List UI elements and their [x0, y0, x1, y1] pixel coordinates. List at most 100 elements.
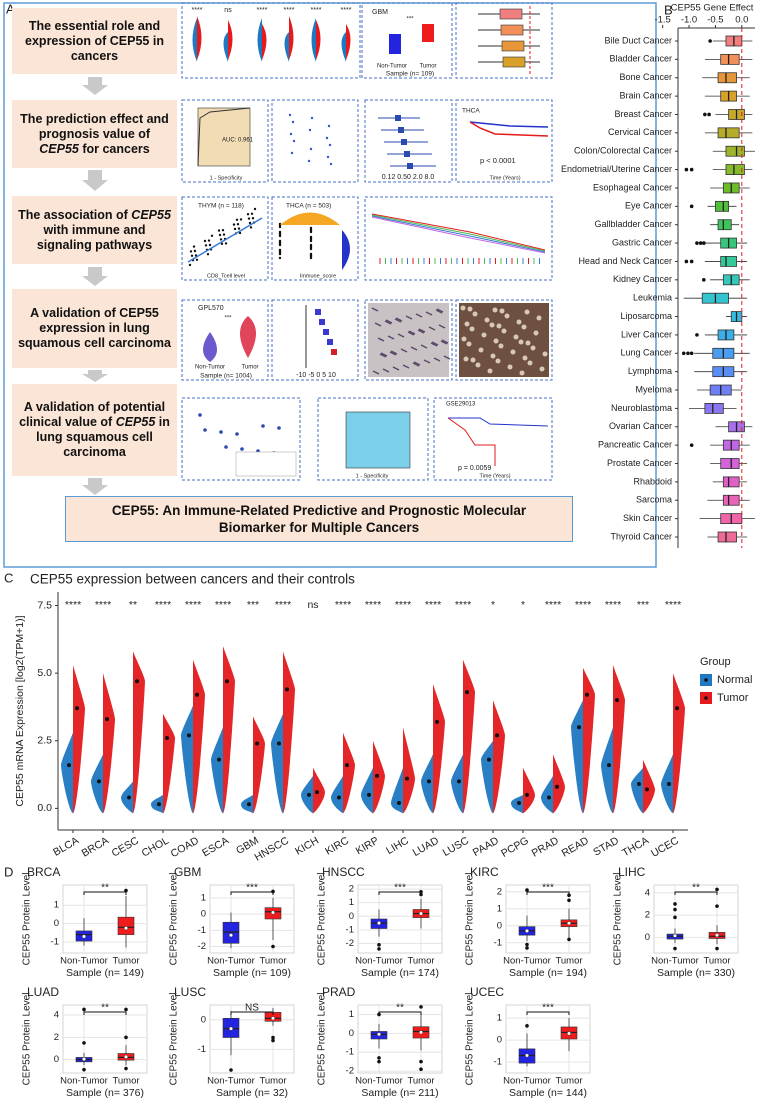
arrow	[82, 267, 108, 286]
deco-cell	[433, 357, 441, 362]
median-point	[487, 757, 491, 762]
outlier	[567, 937, 571, 942]
step-text: The essential role and expression of CEP…	[18, 19, 171, 64]
x-axis-title: Sample (n= 109)	[213, 967, 291, 979]
thumbnail-text: ***	[406, 17, 414, 23]
median-point	[165, 736, 169, 741]
deco-violin	[257, 18, 262, 62]
x-tick-label: Tumor	[112, 956, 139, 967]
y-tick-label: Ovarian Cancer	[609, 421, 672, 431]
significance-label: ***	[637, 599, 649, 611]
chart-title: LIHC	[618, 865, 646, 879]
y-tick-label: Eye Cancer	[625, 201, 672, 211]
chart-title: HNSCC	[322, 865, 365, 879]
deco-cell	[499, 308, 505, 314]
outlier	[689, 167, 694, 172]
flow-step: The prediction effect and prognosis valu…	[12, 100, 177, 168]
deco-cell	[493, 338, 499, 344]
step-text-part: CEP55	[131, 207, 171, 222]
deco-cell	[394, 318, 402, 323]
thumbnail-text: ***	[224, 316, 232, 322]
outlier	[684, 259, 689, 264]
outlier	[419, 1005, 423, 1009]
deco-cell	[402, 364, 410, 369]
median-point	[667, 782, 671, 787]
deco-cell	[530, 345, 536, 351]
outlier	[525, 888, 529, 892]
x-tick-label: PAAD	[471, 834, 501, 859]
significance-label: ****	[605, 599, 621, 611]
step-text: A validation of potential clinical value…	[18, 400, 171, 460]
deco-est	[315, 309, 321, 315]
mean-point	[376, 1032, 382, 1037]
outlier	[124, 1035, 128, 1040]
legend-dot	[704, 678, 708, 682]
x-tick-label: -0.5	[707, 15, 723, 26]
outlier	[82, 1067, 86, 1072]
median-point	[427, 779, 431, 784]
plot-panel	[357, 884, 443, 954]
deco-cell	[478, 347, 484, 353]
y-tick-label: Gastric Cancer	[612, 237, 672, 247]
deco-cell	[527, 360, 533, 366]
thumbnail-signif: ****	[284, 7, 295, 14]
significance-label: ****	[335, 599, 351, 611]
deco-cell	[412, 362, 420, 367]
median-point	[337, 795, 341, 800]
violin	[163, 713, 175, 814]
x-axis-title: Sample (n= 194)	[509, 967, 587, 979]
median-point	[135, 679, 139, 684]
deco-box	[500, 24, 524, 36]
deco-point	[219, 238, 223, 241]
median-point	[555, 784, 559, 789]
median-point	[495, 733, 499, 738]
y-tick-label: 1	[349, 897, 354, 908]
deco-km	[469, 121, 549, 137]
y-tick-label: 0	[201, 909, 206, 920]
deco-point	[204, 244, 208, 247]
deco-est	[323, 329, 329, 335]
median-point	[75, 706, 79, 711]
thumbnail-frame	[364, 99, 453, 183]
y-tick-label: -1	[346, 1047, 354, 1058]
deco-cell	[469, 326, 475, 332]
thumbnail-text: GBM	[372, 9, 388, 16]
thumbnail-text: Tumor	[241, 365, 258, 371]
y-tick-label: 1	[201, 892, 206, 903]
thumbnail-text: p = 0.0059	[458, 465, 491, 472]
deco-cell	[533, 330, 539, 336]
violin	[451, 754, 463, 814]
x-tick-label: HNSCC	[253, 834, 292, 863]
violin	[481, 740, 493, 814]
x-tick-label: BLCA	[51, 835, 81, 859]
flow-step: A validation of CEP55 expression in lung…	[12, 289, 177, 368]
deco-cell	[470, 357, 476, 363]
thumbnail-signif: ****	[192, 7, 203, 14]
deco-point	[309, 239, 313, 243]
x-tick-label: Tumor	[407, 956, 434, 967]
deco-point	[220, 242, 224, 245]
deco-point	[233, 227, 237, 231]
deco-cell	[463, 356, 469, 362]
box	[722, 494, 740, 506]
deco-cell	[380, 352, 388, 357]
thumbnail-frame	[181, 99, 269, 183]
deco-point	[217, 229, 221, 232]
deco-cell	[374, 322, 382, 327]
thumbnail-text: p < 0.0001	[480, 156, 516, 165]
outlier	[525, 1024, 529, 1028]
mean-point	[81, 1057, 87, 1062]
deco-point	[238, 231, 242, 235]
box	[704, 403, 724, 414]
x-axis-title: Sample (n= 376)	[66, 1087, 144, 1099]
outlier	[271, 944, 275, 949]
violin	[133, 651, 145, 814]
significance-label: **	[692, 883, 700, 894]
deco-cell	[420, 344, 428, 349]
deco-est	[331, 349, 337, 355]
x-tick-label: KIRP	[354, 835, 381, 858]
box	[717, 219, 732, 231]
deco-cell	[484, 317, 490, 323]
significance-label: **	[396, 1003, 404, 1014]
y-axis-title: CEP55 Protein Level	[22, 873, 33, 966]
